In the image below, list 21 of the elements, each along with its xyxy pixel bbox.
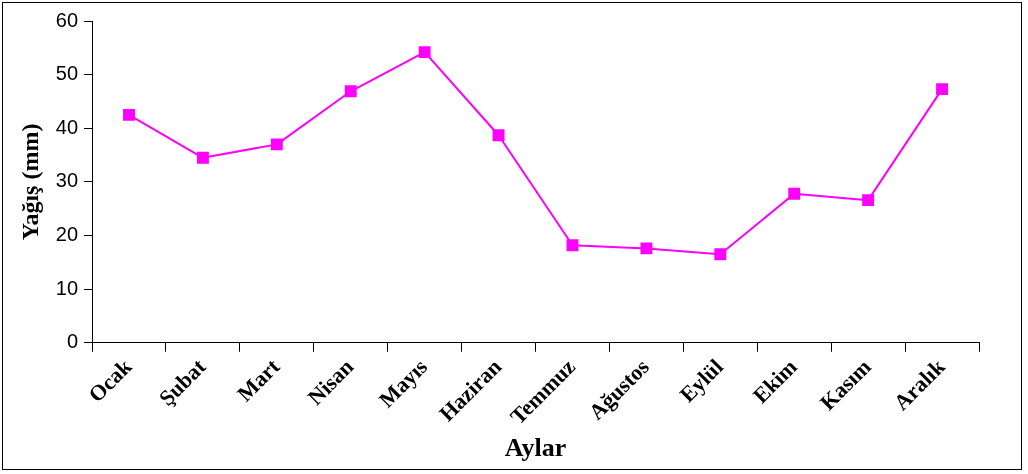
point bbox=[936, 83, 948, 96]
point bbox=[270, 138, 283, 151]
point bbox=[862, 194, 875, 207]
y-tick-label: 10 bbox=[55, 276, 79, 299]
point bbox=[123, 108, 135, 121]
y-tick-label: 0 bbox=[66, 330, 79, 353]
y-tick-label: 30 bbox=[55, 169, 79, 192]
point bbox=[344, 85, 357, 98]
y-axis-title: Yağış (mm) bbox=[16, 123, 43, 241]
point bbox=[788, 187, 801, 200]
y-tick-label: 60 bbox=[55, 8, 79, 31]
y-tick-label: 40 bbox=[55, 115, 79, 138]
point bbox=[492, 129, 505, 142]
point bbox=[196, 151, 209, 164]
point bbox=[714, 248, 727, 261]
x-axis-title: Aylar bbox=[504, 433, 567, 463]
y-tick-label: 20 bbox=[55, 223, 79, 246]
point bbox=[418, 46, 431, 59]
point bbox=[640, 242, 653, 255]
point bbox=[566, 239, 579, 252]
y-tick-label: 50 bbox=[55, 62, 79, 85]
